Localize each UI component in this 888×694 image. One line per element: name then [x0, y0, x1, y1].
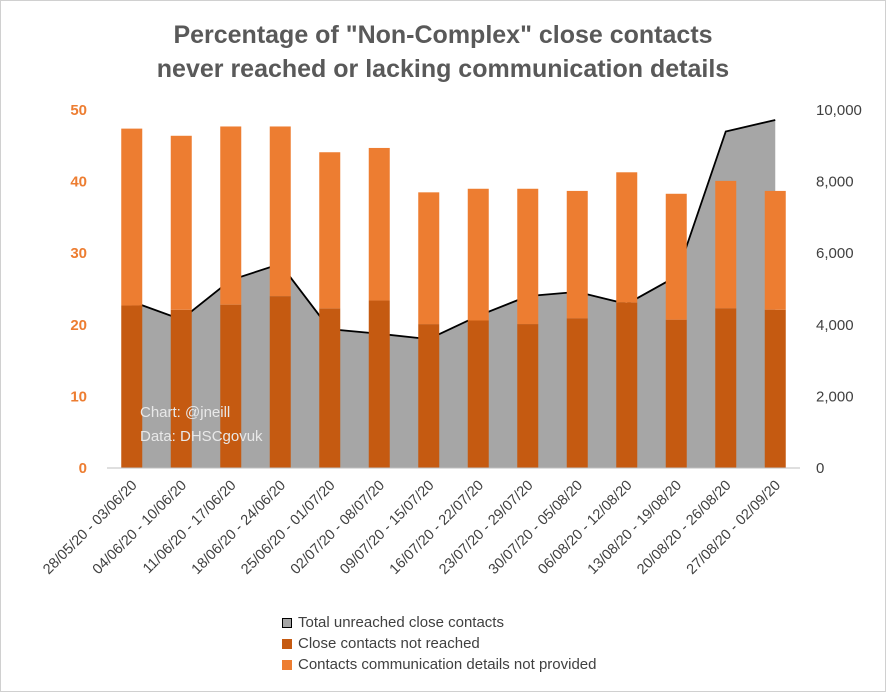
x-tick-12: 13/08/20 - 19/08/20	[585, 478, 685, 578]
bar-no-details-5	[319, 152, 341, 309]
bar-not-reached-9	[517, 324, 539, 468]
bar-no-details-10	[566, 190, 588, 319]
legend-label-not-reached: Close contacts not reached	[298, 635, 480, 652]
bar-no-details-1	[121, 128, 143, 306]
y-left-tick-0: 0	[79, 460, 87, 477]
x-tick-3: 11/06/20 - 17/06/20	[140, 478, 239, 577]
y-left-tick-10: 10	[70, 388, 87, 405]
y-right-tick-5: 8,000	[816, 174, 854, 191]
legend-swatch-not-reached	[282, 638, 292, 649]
bar-not-reached-8	[467, 320, 489, 468]
bar-layer	[121, 126, 786, 468]
bar-not-reached-14	[764, 309, 786, 468]
bar-not-reached-13	[715, 308, 737, 468]
legend: Total unreached close contacts Close con…	[282, 612, 597, 675]
bar-no-details-11	[616, 172, 638, 303]
y-right-tick-3: 4,000	[816, 317, 854, 334]
bar-no-details-14	[764, 190, 786, 310]
legend-item-no-details: Contacts communication details not provi…	[282, 654, 597, 675]
bar-no-details-3	[220, 126, 242, 305]
legend-swatch-no-details	[282, 659, 292, 670]
bar-not-reached-3	[220, 304, 242, 468]
y-right-tick-2: 2,000	[816, 388, 854, 405]
x-tick-13: 20/08/20 - 26/08/20	[634, 478, 734, 578]
x-tick-1: 28/05/20 - 03/06/20	[40, 478, 140, 578]
legend-label-total: Total unreached close contacts	[298, 614, 504, 631]
bar-not-reached-6	[368, 300, 390, 468]
bar-not-reached-11	[616, 302, 638, 468]
y-left-tick-50: 50	[70, 102, 87, 119]
x-tick-10: 30/07/20 - 05/08/20	[486, 478, 586, 578]
x-tick-6: 02/07/20 - 08/07/20	[288, 478, 388, 578]
x-tick-11: 06/08/20 - 12/08/20	[535, 478, 635, 578]
x-tick-14: 27/08/20 - 02/09/20	[684, 478, 784, 578]
y-right-tick-1: 0	[816, 460, 824, 477]
bar-not-reached-12	[665, 319, 687, 468]
chart-title: Percentage of "Non-Complex" close contac…	[0, 18, 886, 86]
x-tick-4: 18/06/20 - 24/06/20	[189, 478, 289, 578]
credit-chart: Chart: @jneill	[140, 404, 230, 421]
legend-item-not-reached: Close contacts not reached	[282, 633, 597, 654]
bar-not-reached-1	[121, 305, 143, 468]
x-tick-9: 23/07/20 - 29/07/20	[436, 478, 536, 578]
y-left-tick-40: 40	[70, 174, 87, 191]
credit-layer: Chart: @jneill Data: DHSCgovuk	[140, 404, 263, 445]
bar-no-details-8	[467, 188, 489, 321]
legend-label-no-details: Contacts communication details not provi…	[298, 656, 597, 673]
credit-data: Data: DHSCgovuk	[140, 428, 263, 445]
bar-not-reached-7	[418, 324, 440, 468]
bar-no-details-13	[715, 180, 737, 309]
bar-not-reached-10	[566, 318, 588, 468]
bar-not-reached-4	[269, 296, 291, 468]
legend-item-total: Total unreached close contacts	[282, 612, 597, 633]
x-tick-8: 16/07/20 - 22/07/20	[387, 478, 487, 578]
y-left-tick-30: 30	[70, 245, 87, 262]
bar-not-reached-2	[170, 309, 192, 468]
bar-no-details-6	[368, 147, 390, 301]
x-tick-2: 04/06/20 - 10/06/20	[90, 478, 190, 578]
x-tick-5: 25/06/20 - 01/07/20	[238, 478, 338, 578]
chart-title-line-2: never reached or lacking communication d…	[156, 55, 730, 83]
legend-swatch-total	[282, 617, 292, 628]
bar-no-details-2	[170, 135, 192, 310]
bar-not-reached-5	[319, 308, 341, 468]
bar-no-details-12	[665, 193, 687, 320]
x-tick-7: 09/07/20 - 15/07/20	[337, 478, 437, 578]
y-right-tick-6: 10,000	[816, 102, 862, 119]
bar-no-details-9	[517, 188, 539, 325]
chart-title-line-1: Percentage of "Non-Complex" close contac…	[173, 21, 713, 49]
bar-no-details-4	[269, 126, 291, 297]
y-left-tick-20: 20	[70, 317, 87, 334]
area-total-unreached	[131, 120, 776, 469]
y-right-tick-4: 6,000	[816, 245, 854, 262]
bar-no-details-7	[418, 192, 440, 325]
